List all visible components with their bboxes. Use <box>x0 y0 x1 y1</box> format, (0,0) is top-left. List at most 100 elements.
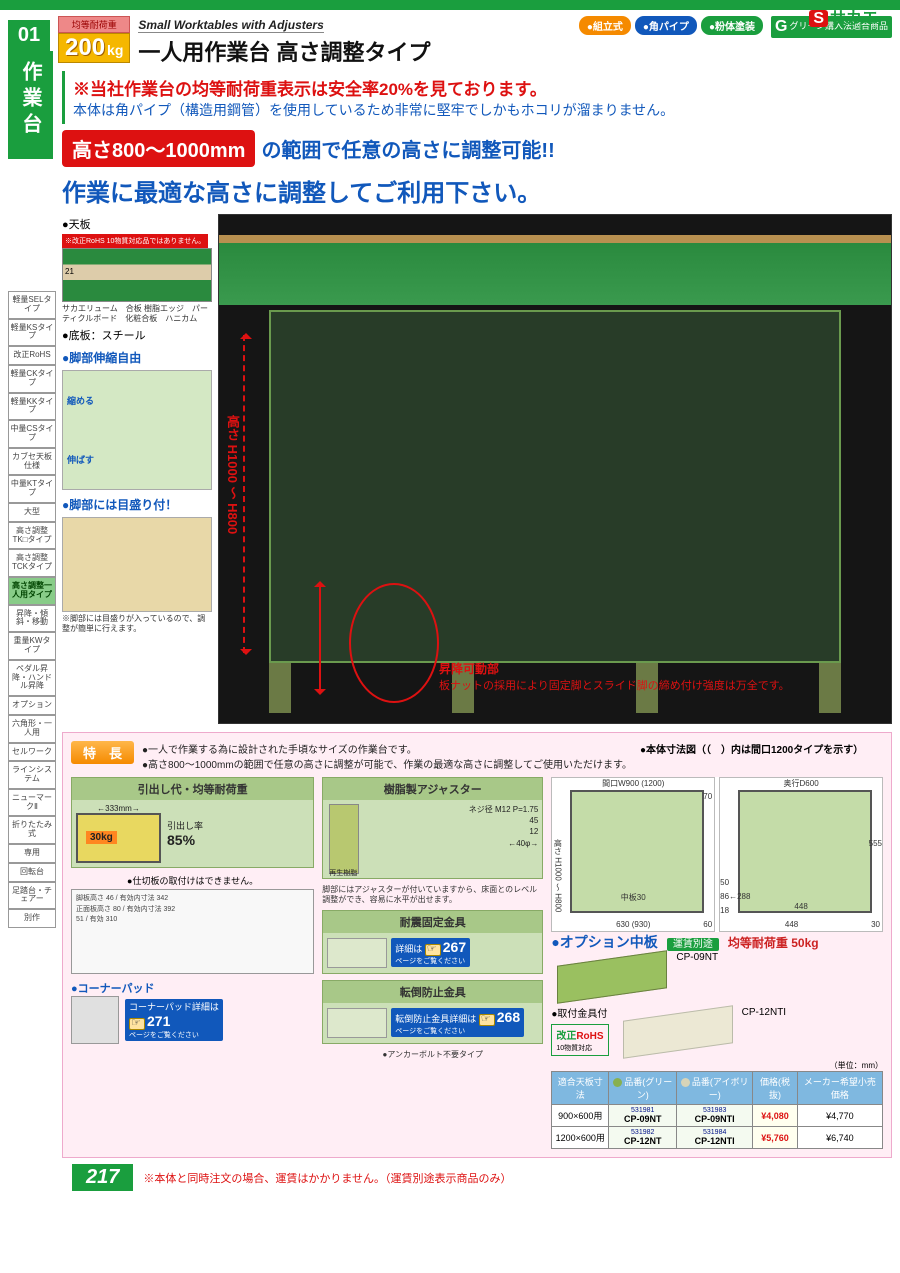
page-footer: 217 ※本体と同時注文の場合、運賃はかかりません。（運賃別途表示商品のみ） <box>62 1158 892 1197</box>
hand-icon <box>425 944 441 956</box>
option-th: 価格(税抜) <box>753 1072 798 1105</box>
sidenav-item[interactable]: セルワーク <box>8 743 56 762</box>
bottom-label: ●底板：スチール <box>62 327 212 343</box>
sidenav-item[interactable]: 別作 <box>8 909 56 928</box>
brand-s: S <box>809 10 828 27</box>
load-label: 均等耐荷重 <box>58 16 130 33</box>
g-icon: G <box>775 18 787 36</box>
sidenav-item[interactable]: 中量KTタイプ <box>8 475 56 503</box>
scale-header: ●脚部には目盛り付！ <box>62 496 212 513</box>
side-nav: 軽量SELタイプ軽量KSタイプ改正RoHS軽量CKタイプ軽量KKタイプ中量CSタ… <box>8 291 56 1197</box>
drawer-arrow: 333mm <box>105 804 132 813</box>
load-unit: kg <box>107 42 123 58</box>
hero-caption: 昇降可動部 板ナットの採用により固定脚とスライド脚の締め付け強度は万全です。 <box>439 660 790 693</box>
brand-logo: Sサカエ <box>809 4 878 28</box>
option-th: 品番(アイボリー) <box>677 1072 753 1105</box>
adjuster-resin: 再生樹脂 <box>329 868 357 878</box>
adjuster-title: 樹脂製アジャスター <box>323 778 542 800</box>
rohs-warning: ※改正RoHS 10物質対応品ではありません。 <box>62 234 208 248</box>
sidenav-item[interactable]: 軽量KSタイプ <box>8 319 56 347</box>
sidenav-item[interactable]: オプション <box>8 696 56 715</box>
material-diagram: 21 <box>62 248 212 302</box>
scale-image <box>62 517 212 612</box>
dimension-figure: 間口W900 (1200) 高さ H1000 〜 H800 中板30 630 (… <box>551 777 883 932</box>
hand-icon <box>129 1018 145 1030</box>
sidenav-item[interactable]: 軽量SELタイプ <box>8 291 56 319</box>
sidenav-item[interactable]: 高さ調整TCKタイプ <box>8 549 56 577</box>
corner-ref-label: コーナーパッド詳細は <box>129 1002 219 1012</box>
sidenav-item[interactable]: 改正RoHS <box>8 346 56 365</box>
sidenav-item[interactable]: 足踏台・チェアー <box>8 882 56 910</box>
option-th: メーカー希望小売価格 <box>797 1072 882 1105</box>
top-bar <box>0 0 900 10</box>
fall-panel: 転倒防止金具 転倒防止金具詳細は 268 ページをご覧ください <box>322 980 543 1044</box>
drawer-dim-figure: 脚板高さ 46 / 有効内寸法 342 正面板高さ 80 / 有効内寸法 392… <box>71 889 314 974</box>
corner-pad-ref: コーナーパッド詳細は 271 ページをご覧ください <box>125 999 223 1041</box>
shelf-green-label: CP-09NT <box>676 952 718 963</box>
alert-red: ※当社作業台の均等耐荷重表示は安全率20%を見ております。 <box>73 75 892 100</box>
sidenav-item[interactable]: 高さ調整TK□タイプ <box>8 522 56 550</box>
features-badge: 特 長 <box>71 741 134 764</box>
hero-circle-icon <box>349 583 439 703</box>
scale-note: ※脚部には目盛りが入っているので、調整が簡単に行えます。 <box>62 614 212 635</box>
material-labels: サカエリューム 合板 樹脂エッジ パーティクルボード 化粧合板 ハニカム <box>62 304 212 325</box>
corner-pad-image <box>71 996 119 1044</box>
sidenav-item[interactable]: 六角形・一人用 <box>8 715 56 743</box>
option-table: 適合天板寸法品番(グリーン)品番(アイボリー)価格(税抜)メーカー希望小売価格 … <box>551 1071 883 1149</box>
drawer-title: 引出し代・均等耐荷重 <box>72 778 313 800</box>
main-content: ※当社作業台の均等耐荷重表示は安全率20%を見ております。 本体は角パイプ（構造… <box>62 71 892 1197</box>
adjuster-note: 脚部にはアジャスターが付いていますから、床面とのレベル調整ができ、容易に水平が出… <box>322 885 543 906</box>
sidenav-item[interactable]: 昇降・傾斜・移動 <box>8 605 56 633</box>
unit-note: （単位：mm） <box>551 1060 883 1071</box>
ship-badge: 運賃別途 <box>667 938 719 951</box>
drawer-note: ●仕切板の取付けはできません。 <box>71 874 314 887</box>
header-tag: ●組立式 <box>579 16 631 35</box>
hero-image: 高さ H1000 〜 H800 昇降可動部 板ナットの採用により固定脚とスライド… <box>218 214 892 724</box>
sidenav-item[interactable]: 重量KWタイプ <box>8 632 56 660</box>
drawer-rate: 85% <box>167 832 203 848</box>
sidenav-item[interactable]: カブセ天板仕様 <box>8 448 56 476</box>
sidenav-item[interactable]: 専用 <box>8 844 56 863</box>
sidenav-item[interactable]: ペダル昇降・ハンドル昇降 <box>8 660 56 696</box>
footer-note: ※本体と同時注文の場合、運賃はかかりません。（運賃別途表示商品のみ） <box>143 1170 511 1186</box>
fall-note: ●アンカーボルト不要タイプ <box>322 1050 543 1060</box>
leg-adjust-header: ●脚部伸縮自由 <box>62 349 212 366</box>
attach-label: ●取付金具付 <box>551 1005 608 1020</box>
page-title: 一人用作業台 高さ調整タイプ <box>138 35 570 67</box>
bullet-1: ●一人で作業する為に設計された手頃なサイズの作業台です。 <box>142 741 632 756</box>
tag-row: ●組立式●角パイプ●粉体塗装 <box>579 16 763 35</box>
rohs-badge: 改正RoHS 10物質対応 <box>551 1024 608 1056</box>
sidenav-item[interactable]: 軽量CKタイプ <box>8 365 56 393</box>
sidenav-item[interactable]: 高さ調整一人用タイプ <box>8 577 56 605</box>
drawer-rate-label: 引出し率 <box>167 819 203 832</box>
highlight-badge: 高さ800〜1000mm <box>62 130 255 167</box>
sidenav-item[interactable]: 大型 <box>8 503 56 522</box>
hero-caption-text: 板ナットの採用により固定脚とスライド脚の締め付け強度は万全です。 <box>439 677 790 693</box>
option-load: 均等耐荷重 50kg <box>728 936 819 950</box>
sidenav-item[interactable]: ニューマークⅡ <box>8 789 56 817</box>
sidenav-item[interactable]: 折りたたみ式 <box>8 816 56 844</box>
option-row: 900×600用531981CP-09NT531983CP-09NTI¥4,08… <box>552 1105 883 1127</box>
hero-caption-title: 昇降可動部 <box>439 660 790 677</box>
sidenav-item[interactable]: ラインシステム <box>8 761 56 789</box>
page-header: 均等耐荷重 200 kg Small Worktables with Adjus… <box>0 10 900 71</box>
highlight-rest: の範囲で任意の高さに調整可能!! <box>261 134 554 163</box>
sidenav-item[interactable]: 回転台 <box>8 863 56 882</box>
shelf-ivory-image <box>623 1005 733 1058</box>
subtitle-en: Small Worktables with Adjusters <box>138 18 323 33</box>
features-bullets: ●一人で作業する為に設計された手頃なサイズの作業台です。 ●高さ800〜1000… <box>142 741 632 771</box>
quake-panel: 耐震固定金具 詳細は 267 ページをご覧ください <box>322 910 543 974</box>
section-number: 01 <box>8 20 50 51</box>
brand-name: サカエ <box>830 10 878 27</box>
highlight-line2: 作業に最適な高さに調整してご利用下さい。 <box>62 173 892 208</box>
header-tag: ●粉体塗装 <box>701 16 763 35</box>
header-tag: ●角パイプ <box>635 16 697 35</box>
dim-figure-title: ●本体寸法図（（ ）内は間口1200タイプを示す） <box>640 741 883 771</box>
option-title: ●オプション中板 <box>551 934 657 950</box>
quake-title: 耐震固定金具 <box>323 911 542 933</box>
adjuster-panel: 樹脂製アジャスター 再生樹脂 ネジ径 M12 P=1.75 45 12 ←40φ… <box>322 777 543 879</box>
leg-extend-label: 伸ばす <box>67 453 211 466</box>
highlight-row: 高さ800〜1000mm の範囲で任意の高さに調整可能!! <box>62 130 892 167</box>
sidenav-item[interactable]: 軽量KKタイプ <box>8 393 56 421</box>
sidenav-item[interactable]: 中量CSタイプ <box>8 420 56 448</box>
